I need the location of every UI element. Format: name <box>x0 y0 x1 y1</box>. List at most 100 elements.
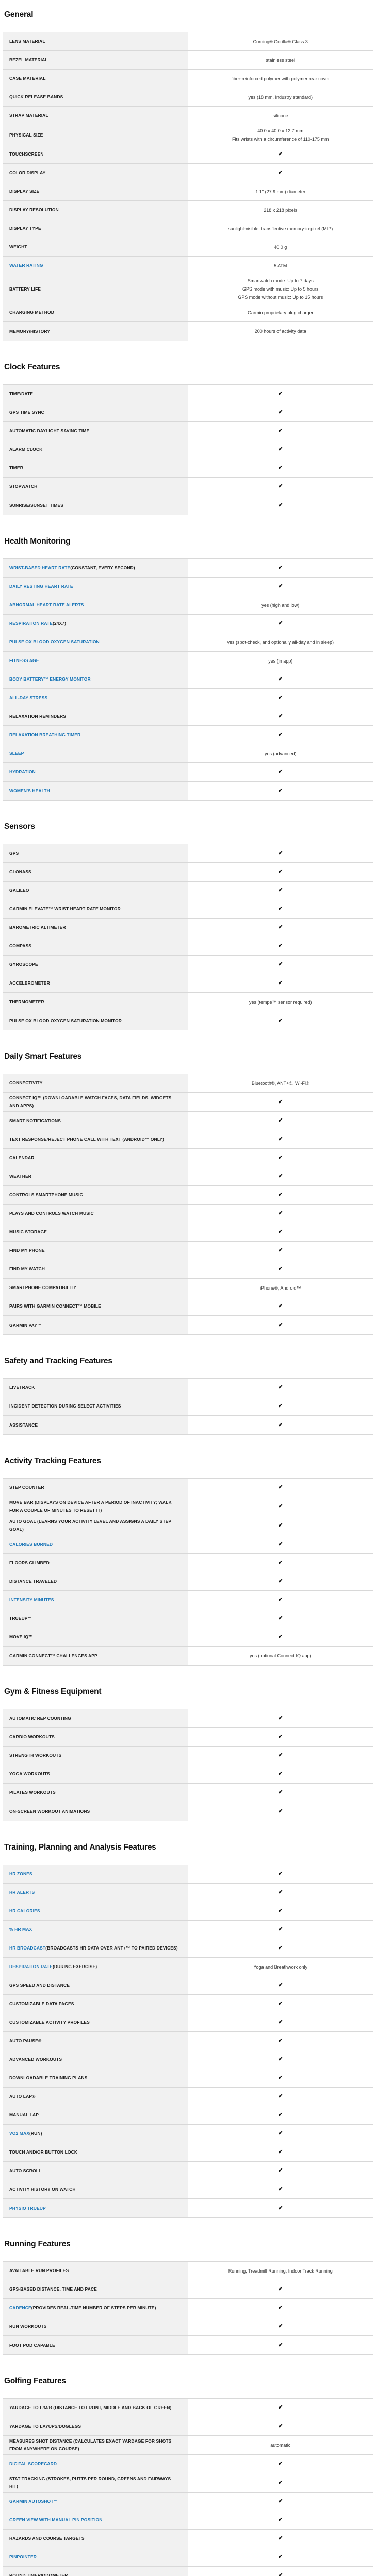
spec-label-text: AUTO SCROLL <box>9 2168 42 2173</box>
spec-row: CONNECT IQ™ (DOWNLOADABLE WATCH FACES, D… <box>3 1093 373 1112</box>
checkmark-icon: ✔ <box>278 2404 283 2411</box>
spec-label-link[interactable]: FITNESS AGE <box>9 658 39 663</box>
spec-label: TIME/DATE <box>3 385 188 403</box>
checkmark-icon: ✔ <box>278 2461 283 2467</box>
spec-table: LENS MATERIAL Corning® Gorilla® Glass 3 BE… <box>3 32 373 341</box>
spec-value: iPhone®, Android™ <box>188 1279 373 1297</box>
spec-table: STEP COUNTER ✔ MOVE BAR (DISPLAYS ON DEVIC… <box>3 1478 373 1666</box>
spec-label-link[interactable]: CALORIES BURNED <box>9 1541 53 1547</box>
spec-label: DISPLAY TYPE <box>3 219 188 238</box>
spec-label-text: CALENDAR <box>9 1155 35 1160</box>
spec-value: ✔ <box>188 2548 373 2566</box>
spec-row: AVAILABLE RUN PROFILES Running, Treadmill… <box>3 2262 373 2280</box>
checkmark-icon: ✔ <box>278 2186 283 2192</box>
spec-label-link[interactable]: GREEN VIEW WITH MANUAL PIN POSITION <box>9 2517 103 2522</box>
spec-label-link[interactable]: INTENSITY MINUTES <box>9 1597 54 1602</box>
spec-label-link[interactable]: GARMIN AUTOSHOT™ <box>9 2499 58 2504</box>
spec-row: PILATES WORKOUTS ✔ <box>3 1784 373 1802</box>
spec-label-link[interactable]: HR CALORIES <box>9 1908 40 1913</box>
checkmark-icon: ✔ <box>278 887 283 893</box>
spec-label: % HR MAX <box>3 1921 188 1939</box>
spec-label-link[interactable]: ABNORMAL HEART RATE ALERTS <box>9 602 84 607</box>
checkmark-icon: ✔ <box>278 1871 283 1877</box>
spec-table: GPS ✔ GLONASS ✔ GALILEO ✔ GARMIN ELEVATE™ WRIS… <box>3 844 373 1030</box>
spec-label-link[interactable]: PULSE OX BLOOD OXYGEN SATURATION <box>9 639 100 645</box>
checkmark-icon: ✔ <box>278 1303 283 1309</box>
spec-label-link[interactable]: DAILY RESTING HEART RATE <box>9 584 73 589</box>
spec-value-line: silicone <box>272 113 288 118</box>
spec-row: YARDAGE TO LAYUPS/DOGLEGS ✔ <box>3 2417 373 2436</box>
spec-label-link[interactable]: HR BROADCAST <box>9 1945 46 1951</box>
spec-value: sunlight-visible, transflective memory-i… <box>188 219 373 238</box>
spec-label-link[interactable]: WOMEN'S HEALTH <box>9 788 50 793</box>
spec-label: ALL-DAY STRESS <box>3 689 188 707</box>
spec-row: FIND MY PHONE ✔ <box>3 1242 373 1260</box>
spec-label: WATER RATING <box>3 257 188 275</box>
spec-label-text: TIME/DATE <box>9 391 34 396</box>
spec-label-link[interactable]: HR ALERTS <box>9 1890 35 1895</box>
spec-label: CONNECT IQ™ (DOWNLOADABLE WATCH FACES, D… <box>3 1093 188 1111</box>
spec-label-link[interactable]: RELAXATION BREATHING TIMER <box>9 732 81 737</box>
spec-row: STOPWATCH ✔ <box>3 478 373 496</box>
checkmark-icon: ✔ <box>278 1541 283 1547</box>
checkmark-icon: ✔ <box>278 446 283 452</box>
spec-table: YARDAGE TO F/M/B (DISTANCE TO FRONT, MID… <box>3 2398 373 2576</box>
spec-row: GREEN VIEW WITH MANUAL PIN POSITION ✔ <box>3 2511 373 2530</box>
spec-row: MUSIC STORAGE ✔ <box>3 1223 373 1242</box>
spec-label-link[interactable]: VO2 MAX <box>9 2131 29 2136</box>
spec-value: 40.0 g <box>188 238 373 256</box>
checkmark-icon: ✔ <box>278 980 283 986</box>
spec-label-text: TEXT RESPONSE/REJECT PHONE CALL WITH TEX… <box>9 1137 164 1142</box>
spec-value: ✔ <box>188 459 373 477</box>
checkmark-icon: ✔ <box>278 1926 283 1933</box>
spec-label-link[interactable]: DIGITAL SCORECARD <box>9 2461 57 2466</box>
spec-section: Gym & Fitness Equipment AUTOMATIC REP COU… <box>3 1687 373 1821</box>
spec-label-link[interactable]: PHYSIO TRUEUP <box>9 2205 46 2211</box>
spec-value: ✔ <box>188 689 373 707</box>
spec-label-link[interactable]: HYDRATION <box>9 769 36 774</box>
checkmark-icon: ✔ <box>278 583 283 589</box>
spec-row: INTENSITY MINUTES ✔ <box>3 1591 373 1609</box>
spec-row: STAT TRACKING (STROKES, PUTTS PER ROUND,… <box>3 2473 373 2493</box>
spec-label-link[interactable]: HR ZONES <box>9 1871 32 1876</box>
spec-label: AVAILABLE RUN PROFILES <box>3 2262 188 2280</box>
spec-value: ✔ <box>188 1939 373 1957</box>
section-title: Safety and Tracking Features <box>4 1357 112 1365</box>
spec-value: ✔ <box>188 2511 373 2529</box>
spec-label-text: STRAP MATERIAL <box>9 113 48 118</box>
spec-value: ✔ <box>188 2399 373 2417</box>
spec-label-link[interactable]: PINPOINTER <box>9 2554 37 2560</box>
spec-label-link[interactable]: CADENCE <box>9 2305 31 2310</box>
checkmark-icon: ✔ <box>278 924 283 930</box>
spec-value: ✔ <box>188 1628 373 1646</box>
spec-label-link[interactable]: RESPIRATION RATE <box>9 621 53 626</box>
spec-label-link[interactable]: % HR MAX <box>9 1927 32 1932</box>
spec-row: ALARM CLOCK ✔ <box>3 440 373 459</box>
checkmark-icon: ✔ <box>278 2323 283 2329</box>
spec-label-link[interactable]: WRIST-BASED HEART RATE <box>9 565 71 570</box>
spec-row: BODY BATTERY™ ENERGY MONITOR ✔ <box>3 670 373 689</box>
spec-label-link[interactable]: ALL-DAY STRESS <box>9 695 48 700</box>
spec-label-link[interactable]: SLEEP <box>9 751 24 756</box>
spec-row: TIMER ✔ <box>3 459 373 478</box>
spec-value: silicone <box>188 107 373 125</box>
spec-value-line: Smartwatch mode: Up to 7 days <box>247 278 314 283</box>
spec-label: VO2 MAX (RUN) <box>3 2125 188 2143</box>
spec-value-line: GPS mode with music: Up to 5 hours <box>242 286 319 292</box>
checkmark-icon: ✔ <box>278 787 283 794</box>
spec-row: YARDAGE TO F/M/B (DISTANCE TO FRONT, MID… <box>3 2399 373 2417</box>
spec-label-text: GPS TIME SYNC <box>9 410 44 415</box>
spec-label: ALARM CLOCK <box>3 440 188 459</box>
spec-label-link[interactable]: WATER RATING <box>9 263 43 268</box>
spec-label-text: YOGA WORKOUTS <box>9 1771 50 1776</box>
spec-value: yes (spot-check, and optionally all-day … <box>188 633 373 651</box>
spec-row: PHYSICAL SIZE 40.0 x 40.0 x 12.7 mm Fits w… <box>3 125 373 145</box>
spec-value-line: iPhone®, Android™ <box>260 1285 301 1291</box>
checkmark-icon: ✔ <box>278 2423 283 2429</box>
checkmark-icon: ✔ <box>278 2554 283 2560</box>
spec-label-link[interactable]: RESPIRATION RATE <box>9 1964 53 1969</box>
spec-row: BATTERY LIFE Smartwatch mode: Up to 7 day… <box>3 275 373 303</box>
spec-value: ✔ <box>188 1784 373 1802</box>
spec-label-link[interactable]: BODY BATTERY™ ENERGY MONITOR <box>9 676 91 682</box>
spec-label: TOUCHSCREEN <box>3 145 188 163</box>
